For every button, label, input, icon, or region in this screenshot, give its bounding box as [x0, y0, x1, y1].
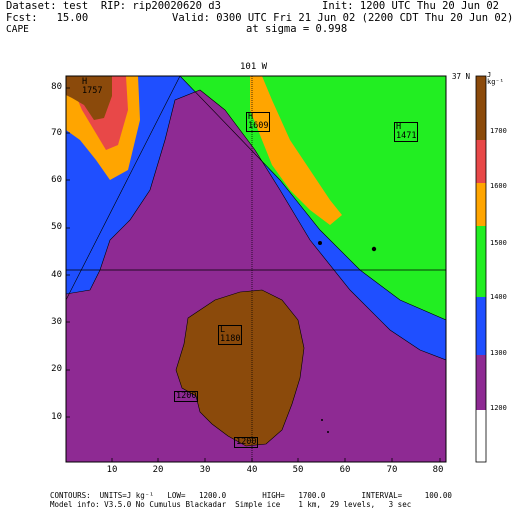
units-label: J kg⁻¹: [487, 71, 504, 86]
x-tick: 30: [199, 465, 211, 475]
contour-info: CONTOURS: UNITS=J kg⁻¹ LOW= 1200.0 HIGH=…: [50, 491, 452, 500]
station-dot: [371, 246, 377, 252]
colorbar-tick: 1600: [490, 182, 507, 190]
latitude-label: 37 N: [452, 72, 471, 81]
x-tick: 50: [292, 465, 304, 475]
high-marker-center: H 1609: [246, 112, 271, 132]
y-tick: 40: [51, 270, 62, 280]
x-tick: 10: [106, 465, 118, 475]
colorbar-tick: 1400: [490, 293, 507, 301]
x-tick: 40: [246, 465, 258, 475]
forecast-hour: Fcst: 15.00: [6, 12, 89, 24]
high-value: 1471: [396, 131, 417, 141]
y-tick: 50: [51, 222, 62, 232]
model-info: Model info: V3.5.0 No Cumulus Blackadar …: [50, 500, 412, 509]
x-tick: 80: [432, 465, 444, 475]
cape-1200-low-area: [176, 290, 304, 446]
plot-frame: [65, 75, 447, 463]
y-tick: 30: [51, 317, 62, 327]
low-value: 1180: [220, 334, 241, 344]
longitude-label: 101 W: [240, 62, 268, 72]
high-marker-nw: H 1757: [82, 78, 102, 96]
field-name: CAPE: [6, 24, 29, 35]
y-tick: 10: [51, 412, 62, 422]
high-letter: H: [82, 77, 88, 87]
contour-label: 1200: [174, 391, 199, 402]
contour-label: 1200: [234, 437, 259, 448]
y-tick: 20: [51, 364, 62, 374]
station-dot: [321, 419, 323, 421]
y-tick: 70: [51, 128, 62, 138]
station-dot: [318, 241, 322, 245]
station-dot: [327, 431, 329, 433]
y-tick: 80: [51, 82, 62, 92]
colorbar-tick: 1300: [490, 349, 507, 357]
colorbar-tick: 1700: [490, 127, 507, 135]
colorbar-tick: 1200: [490, 404, 507, 412]
colorbar-tick: 1500: [490, 239, 507, 247]
low-letter: L: [220, 325, 226, 335]
high-letter: H: [396, 122, 402, 132]
y-tick: 60: [51, 175, 62, 185]
high-marker-ne: H 1471: [394, 122, 419, 142]
init-time: Init: 1200 UTC Thu 20 Jun 02: [322, 0, 500, 12]
high-value: 1757: [82, 86, 103, 96]
cape-1500-1600-center: [250, 76, 342, 225]
x-tick: 20: [152, 465, 164, 475]
sigma-level: at sigma = 0.998: [246, 23, 348, 35]
x-tick: 70: [386, 465, 398, 475]
high-letter: H: [248, 112, 254, 122]
cape-1700-nw: [66, 76, 112, 120]
color-bar: [475, 75, 487, 463]
dataset-label: Dataset: test RIP: rip20020620 d3: [6, 0, 221, 12]
valid-time: Valid: 0300 UTC Fri 21 Jun 02 (2200 CDT …: [172, 12, 512, 24]
low-marker-center: L 1180: [218, 325, 243, 345]
high-value: 1609: [248, 121, 269, 131]
cape-1200-1300-area: [66, 90, 446, 462]
x-tick: 60: [339, 465, 351, 475]
